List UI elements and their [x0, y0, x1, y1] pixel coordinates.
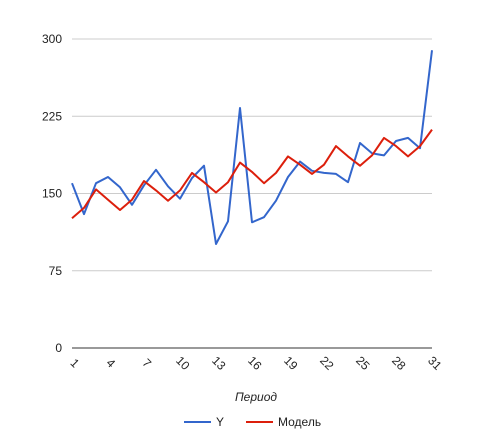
x-tick-label: 19	[281, 353, 301, 373]
legend-label: Y	[216, 415, 224, 429]
x-tick-label: 4	[104, 356, 119, 371]
legend: Y Модель	[184, 415, 321, 429]
x-tick-label: 16	[245, 353, 265, 373]
x-axis-title: Период	[235, 390, 277, 404]
y-tick-label: 225	[42, 109, 62, 123]
x-tick-label: 1	[68, 356, 83, 371]
y-axis-ticks: 0 75 150 225 300	[42, 32, 62, 355]
x-tick-label: 10	[173, 353, 193, 373]
x-tick-label: 25	[353, 353, 373, 373]
series-lines	[71, 50, 433, 245]
y-tick-label: 150	[42, 187, 62, 201]
y-tick-label: 75	[49, 264, 63, 278]
y-tick-label: 0	[55, 341, 62, 355]
x-tick-label: 13	[209, 353, 229, 373]
x-tick-label: 31	[425, 353, 445, 373]
series-line-model	[71, 129, 433, 219]
series-line-y	[71, 50, 433, 245]
grid-lines	[72, 38, 432, 349]
legend-label: Модель	[278, 415, 321, 429]
y-tick-label: 300	[42, 32, 62, 46]
x-tick-label: 22	[317, 353, 337, 373]
x-axis-ticks: 1 4 7 10 13 16 19 22 25 28 31	[68, 353, 445, 373]
x-tick-label: 7	[140, 356, 155, 371]
x-tick-label: 28	[389, 353, 409, 373]
